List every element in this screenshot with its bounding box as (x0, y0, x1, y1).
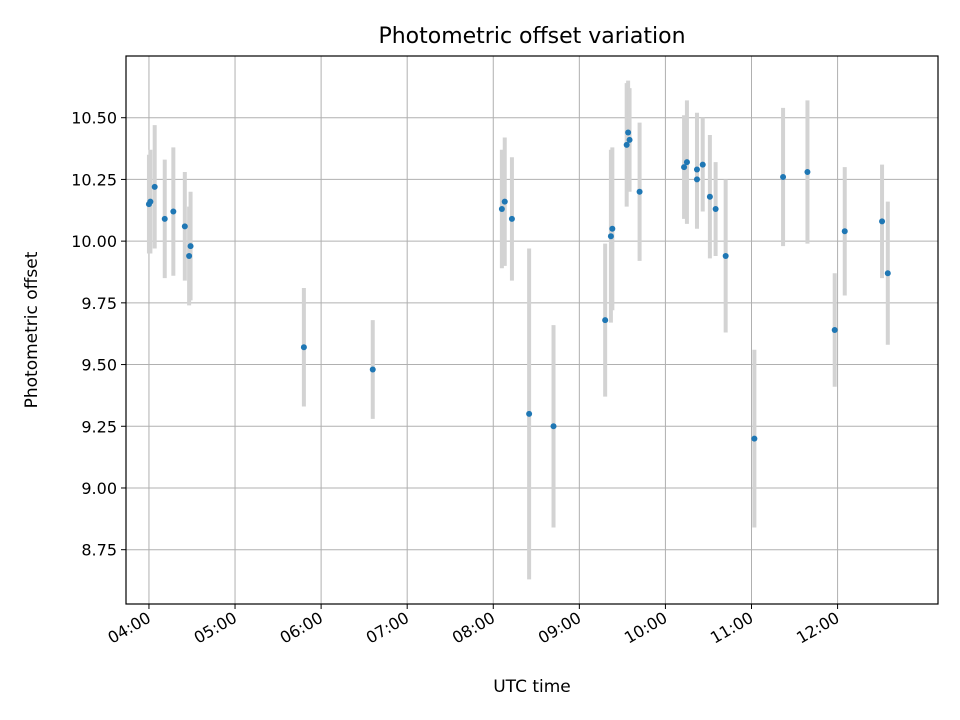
data-point (147, 198, 154, 205)
data-point (681, 164, 688, 171)
y-tick-label: 9.75 (81, 294, 117, 313)
y-tick-label: 10.00 (71, 232, 117, 251)
data-point (831, 327, 838, 333)
data-point (187, 243, 194, 250)
data-point (699, 161, 706, 168)
data-point (181, 223, 188, 230)
data-point (693, 166, 700, 173)
data-point (300, 344, 307, 351)
y-tick-label: 8.75 (81, 541, 117, 560)
data-point (151, 183, 158, 190)
y-tick-label: 10.25 (71, 170, 117, 189)
data-point (751, 435, 758, 442)
data-point (780, 173, 787, 180)
data-point (508, 215, 515, 222)
data-point (841, 228, 848, 235)
data-point (693, 176, 700, 183)
data-point (884, 270, 891, 277)
data-point (722, 252, 729, 259)
data-point (706, 193, 713, 200)
y-tick-label: 9.00 (81, 479, 117, 498)
data-point (609, 225, 616, 232)
data-point (498, 206, 505, 213)
y-axis-label: Photometric offset (22, 251, 42, 408)
data-point (186, 252, 193, 259)
y-tick-label: 10.50 (71, 109, 117, 128)
plot-frame (125, 55, 939, 605)
data-point (712, 206, 719, 213)
data-point (170, 208, 177, 215)
data-point (804, 169, 811, 176)
data-point (626, 136, 633, 143)
x-axis-label: UTC time (493, 677, 571, 697)
data-point (879, 218, 886, 225)
data-point (636, 188, 643, 195)
grid (126, 56, 938, 604)
chart-title: Photometric offset variation (378, 24, 685, 49)
y-tick-label: 9.50 (81, 356, 117, 375)
y-tick-label: 9.25 (81, 417, 117, 436)
data-point (623, 141, 630, 148)
data-point (526, 410, 533, 417)
data-point (602, 317, 609, 324)
data-points (145, 129, 891, 442)
data-point (550, 423, 557, 430)
data-point (607, 233, 614, 240)
data-point (501, 198, 508, 205)
data-point (683, 159, 690, 166)
data-point (369, 366, 376, 373)
data-point (625, 129, 632, 136)
data-point (161, 215, 168, 222)
